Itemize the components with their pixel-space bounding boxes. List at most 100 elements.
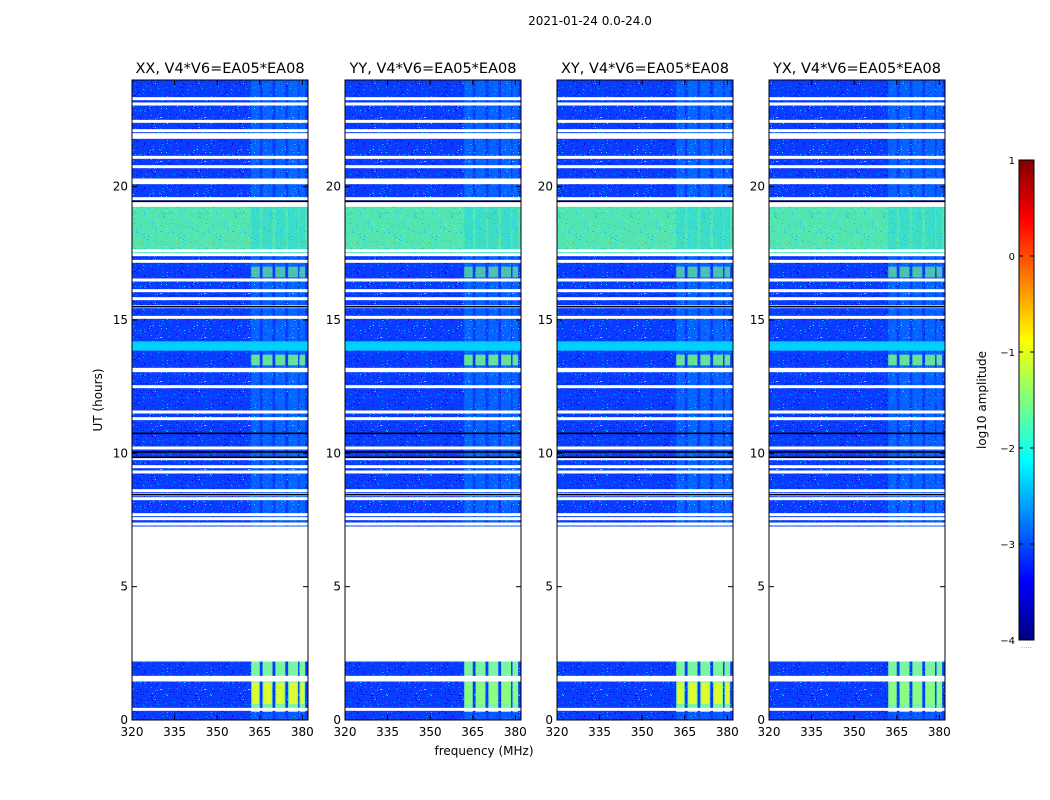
x-tick-label: 320 <box>121 725 144 739</box>
dark-row <box>557 451 733 453</box>
x-tick-label: 380 <box>716 725 739 739</box>
flagged-row <box>345 135 521 139</box>
cyan-row <box>132 341 308 351</box>
flagged-row <box>769 259 945 263</box>
flagged-row <box>132 249 308 253</box>
flagged-row <box>345 367 521 371</box>
flagged-row <box>557 489 733 493</box>
flagged-row <box>557 707 733 711</box>
flagged-row <box>345 155 521 159</box>
rfi-segment <box>925 266 936 278</box>
flagged-row <box>132 367 308 371</box>
flagged-row <box>557 135 733 139</box>
flagged-row <box>345 297 521 301</box>
flagged-row <box>132 133 308 137</box>
data-gap <box>132 528 308 660</box>
panel-xx: XX, V4*V6=EA05*EA08 320 335 350 365 380 0 5 10 15… <box>113 61 314 739</box>
rfi-segment <box>251 266 260 278</box>
rfi-block-core <box>677 682 684 704</box>
x-tick-label: 365 <box>673 725 696 739</box>
flagged-row <box>345 675 521 679</box>
flagged-row <box>769 249 945 253</box>
flagged-row <box>769 178 945 182</box>
flagged-row <box>132 457 308 461</box>
flagged-row <box>557 385 733 389</box>
flagged-row <box>557 457 733 461</box>
flagged-row <box>132 417 308 421</box>
flagged-row <box>132 178 308 182</box>
rfi-segment <box>936 266 943 278</box>
panel-yy: YY, V4*V6=EA05*EA08 320 335 350 365 380 0 5 10 15… <box>326 61 527 739</box>
rfi-channel <box>687 80 698 528</box>
rfi-block-core <box>252 682 259 704</box>
flagged-row <box>769 278 945 282</box>
y-tick-label: 0 <box>333 713 341 727</box>
flagged-row <box>345 678 521 682</box>
dark-row <box>345 200 521 203</box>
flagged-row <box>132 102 308 106</box>
flagged-row <box>345 410 521 414</box>
x-tick-label: 350 <box>631 725 654 739</box>
colorbar-tick-label: 0 <box>1009 252 1015 263</box>
data-gap <box>557 528 733 660</box>
flagged-row <box>345 259 521 263</box>
rfi-segment <box>488 266 499 278</box>
rfi-time-band <box>557 205 733 254</box>
rfi-segment <box>262 266 273 278</box>
y-tick-label: 5 <box>120 580 128 594</box>
flagged-row <box>557 155 733 159</box>
dark-row <box>132 451 308 453</box>
flagged-row <box>132 315 308 319</box>
colorbar-tick-label: −2 <box>1000 444 1015 455</box>
flagged-row <box>769 181 945 185</box>
flagged-row <box>132 119 308 123</box>
rfi-segment <box>713 354 724 366</box>
flagged-row <box>557 181 733 185</box>
flagged-row <box>769 489 945 493</box>
flagged-row <box>345 517 521 521</box>
flagged-row <box>345 133 521 137</box>
x-tick-label: 365 <box>461 725 484 739</box>
dark-row <box>132 432 308 435</box>
rfi-segment <box>888 354 897 366</box>
flagged-row <box>345 129 521 133</box>
flagged-row <box>345 197 521 201</box>
rfi-segment <box>288 266 299 278</box>
x-tick-label: 335 <box>376 725 399 739</box>
flagged-row <box>132 259 308 263</box>
flagged-row <box>557 526 733 530</box>
rfi-channel <box>899 80 910 528</box>
rfi-segment <box>676 266 685 278</box>
flagged-row <box>557 165 733 169</box>
rfi-segment <box>464 266 473 278</box>
rfi-segment <box>501 354 512 366</box>
x-tick-label: 350 <box>843 725 866 739</box>
colorbar-extra: ..... <box>1021 642 1032 650</box>
flagged-row <box>769 119 945 123</box>
flagged-row <box>557 470 733 474</box>
y-tick-label: 5 <box>545 580 553 594</box>
flagged-row <box>132 707 308 711</box>
rfi-segment <box>475 354 486 366</box>
x-tick-label: 365 <box>248 725 271 739</box>
y-tick-label: 15 <box>538 313 553 327</box>
colorbar-tick-label: −1 <box>1000 348 1015 359</box>
rfi-channel <box>676 80 685 528</box>
flagged-row <box>769 497 945 501</box>
flagged-row <box>557 297 733 301</box>
rfi-block-core <box>725 682 730 704</box>
flagged-row <box>769 165 945 169</box>
rfi-segment <box>299 354 306 366</box>
rfi-block-core <box>714 682 723 704</box>
flagged-row <box>769 470 945 474</box>
rfi-segment <box>724 266 731 278</box>
y-tick-label: 10 <box>113 446 128 460</box>
flagged-row <box>345 446 521 450</box>
dark-row <box>345 456 521 459</box>
colorbar-label: log10 amplitude <box>975 351 989 449</box>
rfi-segment <box>687 354 698 366</box>
cyan-row <box>769 341 945 351</box>
flagged-row <box>345 513 521 517</box>
flagged-row <box>769 457 945 461</box>
flagged-row <box>132 289 308 293</box>
